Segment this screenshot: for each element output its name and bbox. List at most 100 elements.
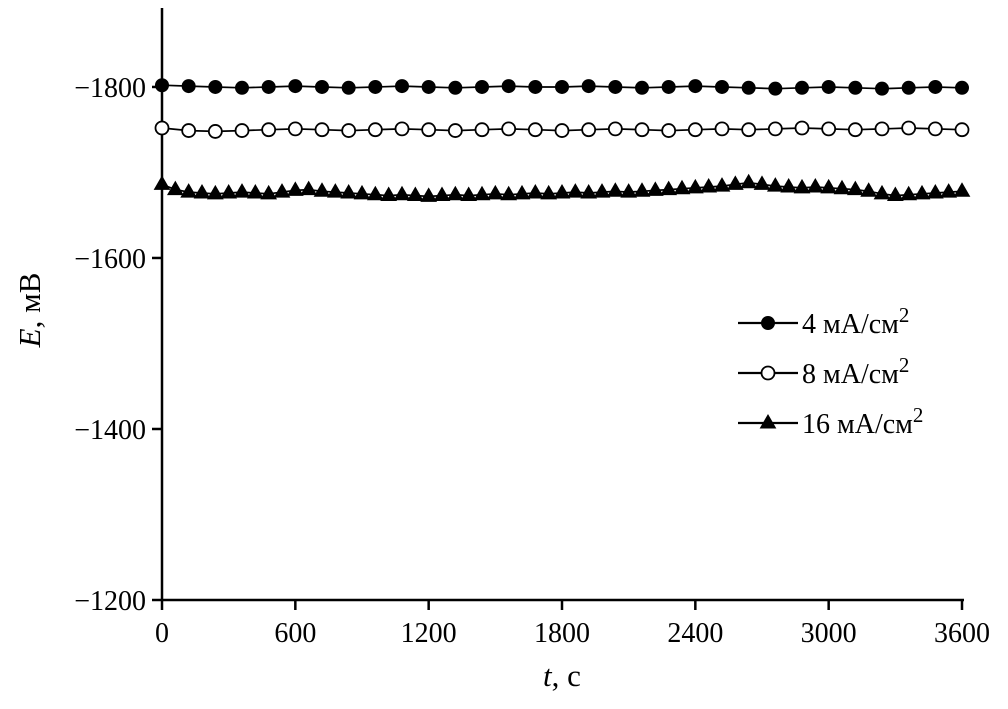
marker-filled-circle xyxy=(795,80,809,95)
series-16-mA-cm2 xyxy=(153,173,971,202)
marker-filled-triangle xyxy=(566,183,584,198)
marker-filled-triangle xyxy=(700,177,718,193)
marker-filled-triangle xyxy=(900,185,918,201)
marker-filled-triangle xyxy=(726,175,744,190)
marker-filled-triangle xyxy=(380,186,398,202)
marker-filled-circle xyxy=(715,79,729,94)
marker-filled-triangle xyxy=(233,183,251,198)
marker-filled-triangle xyxy=(353,184,371,200)
marker-open-circle xyxy=(661,123,677,138)
marker-filled-circle xyxy=(768,81,783,96)
marker-filled-triangle xyxy=(846,180,864,196)
y-tick-label: −1600 xyxy=(74,244,146,275)
marker-filled-triangle xyxy=(286,181,304,196)
marker-filled-circle xyxy=(395,79,409,94)
marker-filled-circle xyxy=(368,79,383,94)
marker-filled-circle xyxy=(181,79,196,94)
marker-open-circle xyxy=(287,121,303,137)
marker-filled-triangle xyxy=(740,173,758,189)
marker-filled-triangle xyxy=(260,184,278,200)
marker-filled-triangle xyxy=(646,181,664,196)
marker-filled-triangle xyxy=(460,186,478,202)
marker-filled-circle xyxy=(208,79,223,94)
marker-filled-circle xyxy=(821,79,836,94)
marker-filled-triangle xyxy=(313,182,331,197)
marker-open-circle xyxy=(901,120,917,136)
y-tick-label: −1800 xyxy=(74,73,146,104)
marker-open-circle xyxy=(447,123,463,138)
marker-filled-triangle xyxy=(540,184,558,200)
x-tick-label: 2400 xyxy=(667,618,723,649)
marker-filled-triangle xyxy=(806,177,824,193)
marker-filled-triangle xyxy=(793,178,811,194)
marker-filled-triangle xyxy=(406,186,424,202)
marker-open-circle xyxy=(181,123,197,138)
marker-filled-circle xyxy=(341,80,356,95)
marker-filled-triangle xyxy=(500,185,518,201)
marker-filled-triangle xyxy=(753,175,771,190)
marker-filled-triangle xyxy=(633,182,651,197)
marker-filled-triangle xyxy=(486,184,504,200)
marker-open-circle xyxy=(794,120,810,136)
marker-filled-triangle xyxy=(473,185,491,201)
marker-filled-triangle xyxy=(833,179,851,195)
marker-open-circle xyxy=(234,123,250,138)
marker-open-circle xyxy=(581,122,597,138)
marker-filled-triangle xyxy=(193,183,211,199)
marker-filled-triangle xyxy=(433,186,451,202)
marker-filled-triangle xyxy=(766,177,784,192)
marker-filled-triangle xyxy=(206,184,224,200)
legend-label: 16 мА/см2 xyxy=(802,403,923,440)
marker-filled-triangle xyxy=(273,183,291,198)
marker-filled-circle xyxy=(761,316,775,330)
marker-filled-circle xyxy=(661,79,676,94)
marker-filled-circle xyxy=(635,80,649,95)
marker-open-circle xyxy=(154,120,170,136)
marker-filled-triangle xyxy=(393,185,411,201)
marker-open-circle xyxy=(367,122,383,138)
marker-open-circle xyxy=(207,124,223,139)
y-tick-label: −1400 xyxy=(74,415,146,446)
marker-filled-triangle xyxy=(580,183,598,199)
marker-open-circle xyxy=(634,122,650,138)
marker-filled-circle xyxy=(875,81,889,96)
marker-filled-triangle xyxy=(220,183,238,199)
marker-open-circle xyxy=(421,122,437,138)
x-tick-label: 3600 xyxy=(934,618,990,649)
marker-filled-circle xyxy=(261,79,276,94)
marker-filled-circle xyxy=(555,79,569,94)
legend-label: 8 мА/см2 xyxy=(802,353,909,390)
y-tick-label: −1200 xyxy=(74,586,146,617)
plot-area xyxy=(153,78,971,202)
marker-filled-triangle xyxy=(820,178,838,194)
marker-filled-triangle xyxy=(759,413,777,429)
x-tick-label: 1800 xyxy=(534,618,590,649)
marker-filled-circle xyxy=(235,80,249,95)
marker-filled-circle xyxy=(901,80,916,95)
marker-open-circle xyxy=(607,121,623,137)
marker-filled-triangle xyxy=(873,184,891,200)
marker-filled-triangle xyxy=(526,183,544,199)
marker-filled-triangle xyxy=(246,183,264,199)
marker-open-circle xyxy=(501,121,517,137)
marker-filled-triangle xyxy=(420,187,438,202)
marker-filled-circle xyxy=(581,79,596,94)
axes: −1800 −1600 −1400 −1200 0 600 1200 1800 2400 3000… xyxy=(74,8,990,649)
marker-open-circle xyxy=(554,123,570,138)
marker-open-circle xyxy=(821,121,837,137)
marker-open-circle xyxy=(261,122,277,138)
marker-filled-triangle xyxy=(660,180,678,196)
legend: 4 мА/см2 8 мА/см2 16 мА/см2 xyxy=(738,303,923,440)
marker-filled-triangle xyxy=(886,186,904,202)
marker-filled-triangle xyxy=(180,183,198,198)
marker-open-circle xyxy=(767,121,783,137)
marker-filled-triangle xyxy=(513,184,531,200)
marker-open-circle xyxy=(714,121,730,137)
marker-filled-triangle xyxy=(673,179,691,195)
marker-filled-triangle xyxy=(446,185,464,201)
marker-filled-circle xyxy=(608,79,623,94)
marker-filled-triangle xyxy=(366,185,384,201)
legend-entry: 16 мА/см2 xyxy=(738,403,923,440)
marker-filled-triangle xyxy=(553,183,571,199)
